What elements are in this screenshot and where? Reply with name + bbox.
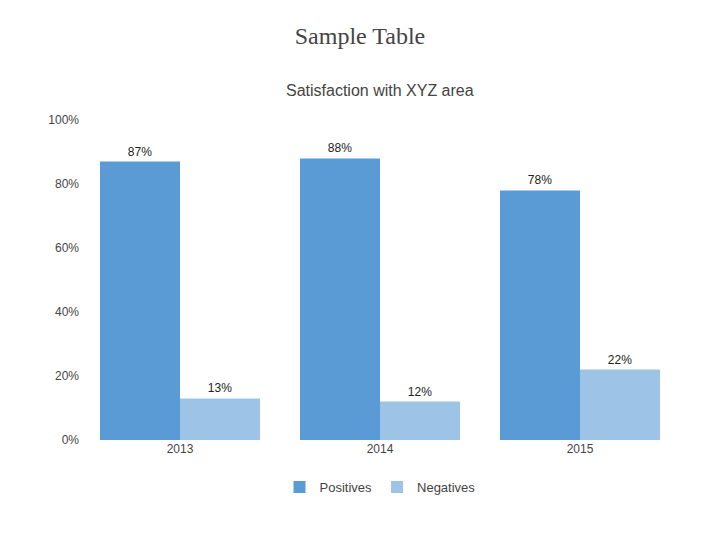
svg-text:87%: 87% (128, 145, 152, 159)
svg-text:Positives: Positives (320, 480, 373, 495)
svg-text:Satisfaction with XYZ area: Satisfaction with XYZ area (286, 82, 474, 99)
svg-text:60%: 60% (55, 241, 79, 255)
svg-text:Negatives: Negatives (417, 480, 475, 495)
svg-text:40%: 40% (55, 305, 79, 319)
svg-text:22%: 22% (608, 353, 632, 367)
svg-text:2015: 2015 (567, 442, 594, 456)
svg-text:80%: 80% (55, 177, 79, 191)
svg-text:0%: 0% (62, 433, 80, 447)
svg-text:100%: 100% (48, 113, 79, 127)
svg-text:20%: 20% (55, 369, 79, 383)
svg-text:13%: 13% (208, 381, 232, 395)
svg-text:2013: 2013 (167, 442, 194, 456)
svg-text:88%: 88% (328, 141, 352, 155)
svg-text:2014: 2014 (367, 442, 394, 456)
svg-text:Sample Table: Sample Table (295, 23, 426, 49)
svg-text:12%: 12% (408, 385, 432, 399)
svg-text:78%: 78% (528, 173, 552, 187)
